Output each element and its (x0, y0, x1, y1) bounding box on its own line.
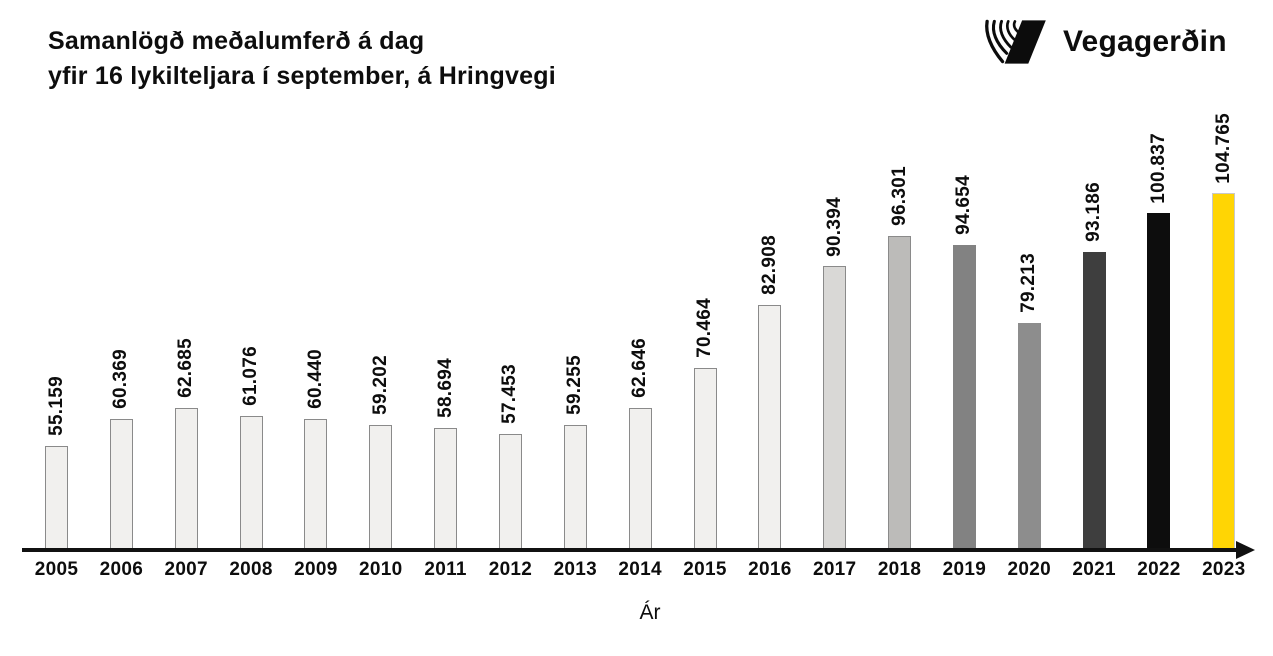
bar-2013 (563, 425, 587, 552)
bar-2017 (823, 266, 847, 552)
bar-value-label-2010: 59.202 (369, 355, 391, 416)
bar-value-label-2014: 62.646 (629, 337, 651, 398)
year-tick-label-2008: 2008 (229, 559, 273, 580)
bar-value-label-2023: 104.765 (1212, 112, 1234, 184)
year-tick-label-2019: 2019 (942, 559, 987, 580)
bar-value-label-2015: 70.464 (694, 298, 715, 358)
bar-value-label-2013: 59.255 (564, 355, 586, 415)
bar-value-label-2005: 55.159 (45, 375, 67, 436)
vegagerdin-brand: Vegagerðin (983, 18, 1227, 66)
year-tick-label-2022: 2022 (1137, 559, 1181, 580)
year-tick-label-2015: 2015 (683, 559, 727, 580)
bar-2018 (888, 236, 912, 552)
bar-value-label-2016: 82.908 (758, 234, 780, 295)
year-tick-label-2012: 2012 (488, 559, 533, 580)
year-tick-label-2017: 2017 (812, 559, 857, 580)
bar-2019 (952, 244, 976, 552)
year-tick-label-2018: 2018 (877, 559, 922, 580)
bar-value-label-2007: 62.685 (175, 337, 197, 398)
bar-2023 (1212, 193, 1236, 552)
x-axis-title: Ár (639, 601, 661, 624)
chart-title: Samanlögð meðalumferð á dag yfir 16 lyki… (48, 24, 556, 94)
year-tick-label-2013: 2013 (553, 559, 598, 580)
year-tick-label-2011: 2011 (424, 559, 467, 580)
bar-value-label-2022: 100.837 (1147, 132, 1169, 204)
bar-value-label-2019: 94.654 (953, 174, 975, 235)
bar-2016 (758, 304, 782, 552)
bar-2008 (239, 415, 263, 552)
x-axis-line (22, 548, 1238, 552)
bar-2007 (174, 407, 198, 552)
year-tick-label-2021: 2021 (1072, 559, 1116, 580)
bar-value-label-2021: 93.186 (1083, 182, 1105, 243)
year-tick-label-2007: 2007 (164, 559, 208, 580)
chart-title-line2: yfir 16 lykilteljara í september, á Hrin… (48, 62, 556, 90)
year-tick-label-2014: 2014 (618, 559, 662, 580)
bar-value-label-2009: 60.440 (304, 349, 326, 409)
bar-value-label-2006: 60.369 (110, 349, 132, 410)
year-tick-label-2006: 2006 (99, 559, 144, 580)
bar-2022 (1147, 213, 1171, 552)
year-tick-label-2010: 2010 (359, 559, 403, 580)
vegagerdin-logo-icon (985, 19, 1046, 64)
bar-2006 (109, 419, 133, 552)
year-tick-label-2005: 2005 (34, 559, 79, 580)
bar-2020 (1017, 323, 1041, 552)
bar-value-label-2011: 58.694 (434, 357, 456, 418)
bar-value-label-2020: 79.213 (1018, 253, 1040, 314)
bar-2012 (498, 434, 522, 552)
bar-value-label-2017: 90.394 (823, 196, 845, 257)
bar-2011 (434, 427, 458, 552)
year-tick-label-2009: 2009 (294, 559, 338, 580)
bar-value-label-2008: 61.076 (240, 345, 262, 406)
year-tick-label-2016: 2016 (748, 559, 792, 580)
x-axis-arrow-icon (1236, 541, 1255, 559)
bar-2015 (693, 367, 717, 552)
chart-title-line1: Samanlögð meðalumferð á dag (48, 27, 425, 55)
brand-name: Vegagerðin (1063, 25, 1227, 58)
bar-value-label-2012: 57.453 (499, 364, 521, 425)
bar-2005 (45, 445, 68, 552)
bar-2010 (369, 425, 393, 552)
bar-value-label-2018: 96.301 (888, 166, 910, 227)
bar-2009 (304, 418, 328, 552)
bar-2021 (1082, 252, 1106, 552)
year-tick-label-2023: 2023 (1202, 559, 1246, 580)
year-tick-label-2020: 2020 (1007, 559, 1051, 580)
bar-2014 (628, 407, 652, 552)
